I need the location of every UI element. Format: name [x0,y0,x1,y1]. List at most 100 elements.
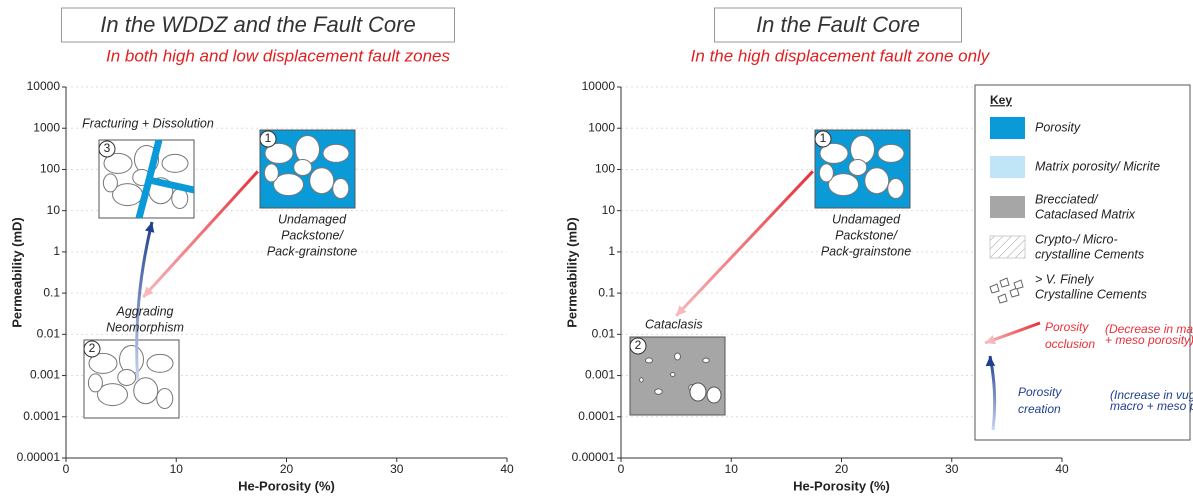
grain [120,346,144,374]
annotation: Undamaged [832,212,901,226]
x-tick-label: 30 [390,462,404,476]
annotation: Brecciated/ [1035,192,1099,206]
annotation: crystalline Cements [1035,247,1144,261]
swatch [990,196,1025,218]
grain [865,168,889,194]
sketch-label: 1 [265,131,272,145]
annotation: Aggrading [116,304,174,318]
arrow [676,171,813,316]
annotation: Packstone/ [281,228,344,242]
annotation: Fracturing + Dissolution [82,116,214,130]
sketch-label: 1 [820,131,827,145]
key-arrow-label: occlusion [1045,337,1095,351]
key-arrow-note: + meso porosity) [1105,333,1193,347]
grain [675,353,681,360]
y-axis-label: Permeability (mD) [564,217,579,328]
sketch-label: 2 [89,341,96,355]
annotation: Neomorphism [106,320,184,334]
x-tick-label: 20 [835,462,849,476]
annotation: Cataclasis [645,317,703,331]
sketch-label: 3 [104,141,111,155]
grain [134,378,158,404]
y-tick-label: 0.0001 [578,409,615,423]
y-tick-label: 0.00001 [17,450,61,464]
key-title: Key [990,93,1012,107]
annotation: > V. Finely [1035,272,1094,286]
y-tick-label: 10000 [582,79,616,93]
swatch [990,236,1025,258]
grain [849,159,867,175]
annotation: Pack-grainstone [267,244,357,258]
figure: In the WDDZ and the Fault Core In both hi… [0,0,1193,498]
y-tick-label: 0.01 [592,327,616,341]
x-tick-label: 10 [170,462,184,476]
y-tick-label: 1000 [33,120,60,134]
x-axis-label: He-Porosity (%) [793,478,890,493]
y-tick-label: 0.0001 [23,409,60,423]
annotation: Porosity [1035,120,1081,134]
grain [323,144,349,162]
annotation: Crypto-/ Micro- [1035,232,1118,246]
y-tick-label: 0.001 [585,368,615,382]
x-tick-label: 40 [500,462,514,476]
grain [310,168,334,194]
y-tick-label: 100 [40,162,60,176]
x-tick-label: 30 [945,462,959,476]
grain [162,154,188,172]
grain [294,159,312,175]
annotation: Matrix porosity/ Micrite [1035,159,1160,173]
key-arrow-label: Porosity [1018,385,1062,399]
annotation: Packstone/ [835,228,898,242]
y-tick-label: 0.1 [43,285,60,299]
x-tick-label: 40 [1055,462,1069,476]
y-tick-label: 100 [595,162,615,176]
chart-subtitle: In both high and low displacement fault … [106,46,451,65]
key-arrow-label: creation [1018,402,1061,416]
grain [851,136,875,164]
annotation: Cataclased Matrix [1035,207,1136,221]
grain [264,164,278,182]
chart-subtitle: In the high displacement fault zone only [691,46,991,65]
grain [118,369,136,385]
annotation: Undamaged [278,212,347,226]
y-tick-label: 1000 [588,120,615,134]
grain [88,374,102,392]
swatch [990,156,1025,178]
y-tick-label: 10 [602,203,616,217]
annotation: Crystalline Cements [1035,287,1147,301]
y-tick-label: 10 [47,203,61,217]
grain [157,389,173,409]
x-tick-label: 0 [618,462,625,476]
key-arrow-note: macro + meso porosity) [1110,399,1193,413]
y-tick-label: 0.00001 [572,450,616,464]
chart-title: In the Fault Core [756,12,920,37]
annotation: Pack-grainstone [821,244,911,258]
grain [333,179,349,199]
grain [103,174,117,192]
swatch [990,117,1025,139]
grain [646,358,653,363]
x-tick-label: 0 [63,462,70,476]
grain [878,144,904,162]
grain [296,136,320,164]
grain [671,372,676,376]
grain [690,383,706,401]
grain [819,164,833,182]
key-arrow-label: Porosity [1045,320,1089,334]
chart-title: In the WDDZ and the Fault Core [100,12,415,37]
grain [655,389,663,395]
grain [707,387,721,403]
grain [640,378,644,383]
grain [703,358,710,363]
y-axis-label: Permeability (mD) [9,217,24,328]
grain [888,179,904,199]
x-tick-label: 20 [280,462,294,476]
y-tick-label: 1 [53,244,60,258]
y-tick-label: 0.01 [37,327,61,341]
y-tick-label: 0.001 [30,368,60,382]
sketch-label: 2 [635,338,642,352]
grain [147,354,173,372]
y-tick-label: 1 [608,244,615,258]
x-axis-label: He-Porosity (%) [238,478,335,493]
y-tick-label: 10000 [27,79,61,93]
